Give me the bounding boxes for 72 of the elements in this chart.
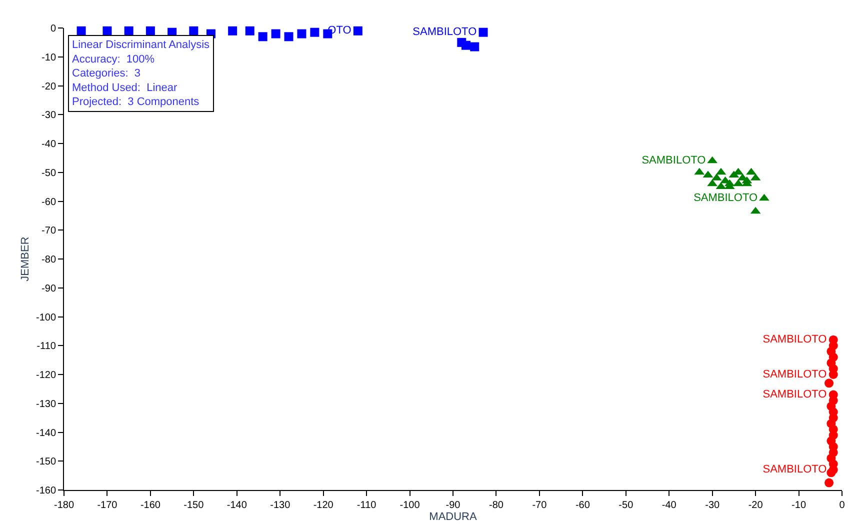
y-tick-label: -90 bbox=[42, 283, 56, 294]
point bbox=[102, 26, 112, 36]
point bbox=[461, 40, 470, 50]
point bbox=[297, 29, 306, 38]
x-tick-label: -60 bbox=[575, 500, 590, 511]
y-tick-label: -120 bbox=[36, 370, 56, 381]
y-tick-label: -140 bbox=[36, 428, 56, 439]
x-tick-label: -130 bbox=[270, 500, 291, 511]
x-tick-label: -140 bbox=[226, 500, 248, 511]
point bbox=[258, 32, 268, 42]
y-tick-label: -80 bbox=[42, 254, 56, 266]
data-label: SAMBILOTO bbox=[762, 334, 828, 346]
x-tick-label: -120 bbox=[313, 500, 334, 511]
data-label: SAMBILOTO bbox=[762, 464, 828, 476]
x-tick-label: -170 bbox=[97, 500, 118, 511]
y-tick-label: -100 bbox=[36, 312, 56, 324]
data-label: SAMBILOTO bbox=[762, 388, 828, 400]
point bbox=[310, 28, 320, 37]
x-tick-label: -80 bbox=[488, 500, 504, 511]
x-tick-label: -100 bbox=[400, 500, 420, 511]
x-tick-label: 0 bbox=[839, 500, 846, 511]
y-tick-label: -150 bbox=[36, 456, 56, 468]
point bbox=[478, 28, 488, 37]
y-tick-label: -130 bbox=[36, 398, 56, 410]
x-tick-label: -20 bbox=[748, 500, 764, 511]
point bbox=[245, 26, 254, 36]
x-tick-label: -10 bbox=[792, 500, 806, 511]
point bbox=[189, 26, 198, 36]
annotation: Method Used: Linear bbox=[72, 82, 178, 94]
point bbox=[124, 26, 134, 36]
point bbox=[733, 179, 744, 186]
y-tick-label: -60 bbox=[42, 196, 56, 208]
x-tick-label: -160 bbox=[140, 500, 161, 511]
annotation: Linear Discriminant Analysis bbox=[72, 39, 210, 51]
data-label: SAMBILOTO bbox=[412, 26, 478, 38]
x-tick-label: -70 bbox=[532, 500, 548, 511]
x-tick-label: -90 bbox=[446, 500, 461, 511]
point bbox=[228, 26, 238, 36]
point bbox=[826, 468, 836, 478]
y-tick-label: 0 bbox=[50, 24, 56, 34]
data-label: SAMBILOTO bbox=[642, 154, 706, 167]
annotation: Categories: 3 bbox=[72, 68, 140, 80]
y-tick-label: -30 bbox=[42, 110, 56, 122]
y-tick-label: -20 bbox=[42, 81, 56, 92]
y-tick-label: -40 bbox=[42, 139, 56, 150]
x-tick-label: -40 bbox=[662, 500, 677, 511]
annotation: Projected: 3 Components bbox=[72, 96, 200, 108]
point bbox=[76, 26, 86, 36]
point bbox=[824, 478, 834, 488]
y-tick-label: -10 bbox=[42, 52, 56, 64]
annotation: Accuracy: 100% bbox=[72, 53, 155, 66]
y-tick-label: -70 bbox=[42, 226, 56, 237]
x-tick-label: -30 bbox=[705, 500, 720, 511]
point bbox=[271, 29, 280, 38]
point bbox=[353, 26, 362, 36]
point bbox=[746, 168, 756, 175]
point bbox=[759, 194, 770, 201]
y-axis-title: JEMBER bbox=[20, 236, 32, 282]
x-tick-label: -150 bbox=[184, 500, 204, 511]
x-tick-label: -110 bbox=[356, 500, 377, 511]
point bbox=[284, 32, 294, 42]
y-tick-label: -110 bbox=[36, 341, 56, 352]
data-label: SAMBILOTO bbox=[694, 192, 758, 204]
x-tick-label: -180 bbox=[54, 500, 74, 511]
y-tick-label: -160 bbox=[36, 486, 56, 496]
data-label: SAMBILOTO bbox=[762, 368, 828, 380]
y-tick-label: -50 bbox=[42, 168, 56, 179]
x-axis-title: MADURA bbox=[429, 511, 478, 524]
point bbox=[146, 26, 155, 36]
point bbox=[470, 42, 480, 52]
point bbox=[824, 378, 834, 388]
x-tick-label: -50 bbox=[618, 500, 634, 511]
